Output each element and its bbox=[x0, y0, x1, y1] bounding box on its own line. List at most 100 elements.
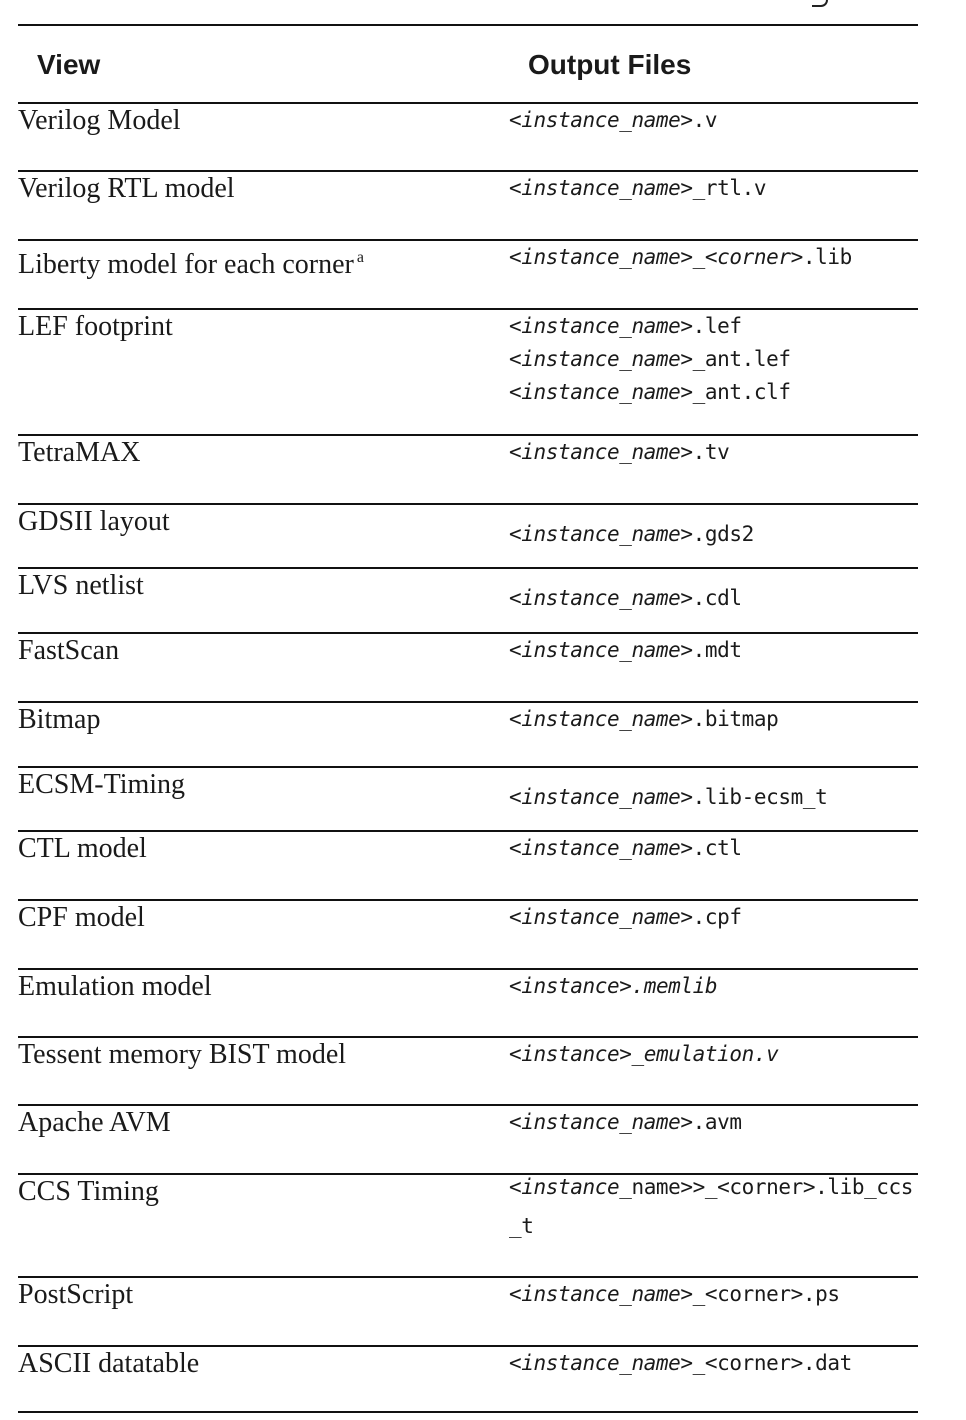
view-name: PostScript bbox=[18, 1279, 134, 1310]
output-files-cell: <instance_name>.cpf bbox=[509, 900, 918, 969]
output-file-name: <instance>_emulation.v bbox=[509, 1038, 918, 1071]
file-name-placeholder: instance_name bbox=[521, 245, 681, 269]
file-name-placeholder: instance bbox=[521, 1042, 620, 1066]
view-name: ECSM-Timing bbox=[18, 769, 186, 800]
output-files-column-header: Output Files bbox=[528, 49, 692, 80]
view-name: Liberty model for each corner bbox=[18, 249, 354, 280]
file-name-literal: < bbox=[509, 707, 522, 731]
output-file-name: <instance_name>.lef bbox=[509, 310, 918, 343]
file-name-placeholder: instance_name bbox=[521, 440, 681, 464]
view-name: Emulation model bbox=[18, 971, 212, 1002]
table-row: Tessent memory BIST model <instance>_emul… bbox=[18, 1037, 918, 1105]
table-row: Verilog Model <instance_name>.v bbox=[18, 103, 918, 171]
file-name-literal: < bbox=[509, 905, 522, 929]
file-name-literal: >.cdl bbox=[680, 586, 742, 610]
file-name-literal: < bbox=[509, 176, 522, 200]
output-file-name: <instance_name>.bitmap bbox=[509, 703, 918, 736]
file-name-literal: >.cpf bbox=[680, 905, 742, 929]
file-name-placeholder: instance_name bbox=[521, 1351, 681, 1375]
file-name-placeholder: instance_name bbox=[521, 314, 681, 338]
output-file-name: <instance_name>.lib-ecsm_t bbox=[509, 781, 918, 814]
view-name-cell: ECSM-Timing bbox=[18, 767, 509, 831]
view-name-cell: Bitmap bbox=[18, 702, 509, 767]
file-name-literal: < bbox=[509, 245, 522, 269]
file-name-placeholder: instance_name bbox=[521, 176, 681, 200]
output-file-name: <instance_name>>_<corner>.lib_ccs_t bbox=[509, 1168, 918, 1246]
output-files-cell: <instance_name>.v bbox=[509, 103, 918, 171]
file-name-placeholder: instance bbox=[521, 1175, 620, 1199]
view-name-cell: CTL model bbox=[18, 831, 509, 900]
table-row: Apache AVM <instance_name>.avm bbox=[18, 1105, 918, 1174]
file-name-literal: > bbox=[619, 974, 632, 998]
table-row: ASCII datatable <instance_name>_<corner>.… bbox=[18, 1346, 918, 1412]
file-name-literal: >.v bbox=[680, 108, 718, 132]
page-top-edge-glyph bbox=[812, 0, 828, 7]
file-name-literal: >_ant.clf bbox=[680, 380, 791, 404]
file-name-literal: < bbox=[509, 638, 522, 662]
output-file-name: <instance_name>_<corner>.lib bbox=[509, 241, 918, 274]
view-name: LEF footprint bbox=[18, 311, 173, 342]
view-name: Verilog Model bbox=[18, 105, 181, 136]
output-files-cell: <instance_name>>_<corner>.lib_ccs_t bbox=[509, 1174, 918, 1277]
view-name: CCS Timing bbox=[18, 1176, 159, 1207]
view-name: CTL model bbox=[18, 833, 147, 864]
view-name-cell: LEF footprint bbox=[18, 309, 509, 435]
output-files-cell: <instance_name>_<corner>.lib bbox=[509, 240, 918, 309]
view-column-header: View bbox=[37, 49, 101, 80]
file-name-literal: < bbox=[509, 785, 522, 809]
file-name-literal: >.gds2 bbox=[680, 522, 754, 546]
file-name-literal: > bbox=[619, 1042, 632, 1066]
file-name-placeholder: instance_name bbox=[521, 1110, 681, 1134]
file-name-literal: >.lib bbox=[790, 245, 853, 269]
table-row: Liberty model for each corner a <instance_… bbox=[18, 240, 918, 309]
file-name-literal: < bbox=[509, 1351, 522, 1375]
table-body: Verilog Model <instance_name>.v Verilog RT… bbox=[18, 103, 918, 1412]
view-name-cell: Verilog RTL model bbox=[18, 171, 509, 240]
file-name-literal: _name>>_<corner>.lib_ccs_t bbox=[509, 1175, 914, 1238]
file-name-placeholder: instance_name bbox=[521, 347, 681, 371]
view-name-cell: Verilog Model bbox=[18, 103, 509, 171]
view-name-cell: FastScan bbox=[18, 633, 509, 702]
file-name-placeholder: .memlib bbox=[631, 974, 718, 998]
output-file-name: <instance_name>.cdl bbox=[509, 582, 918, 615]
output-file-name: <instance_name>_<corner>.dat bbox=[509, 1347, 918, 1380]
footnote-marker: a bbox=[356, 249, 364, 266]
file-name-placeholder: instance_name bbox=[521, 905, 681, 929]
file-name-placeholder: instance_name bbox=[521, 380, 681, 404]
view-name-cell: PostScript bbox=[18, 1277, 509, 1346]
file-name-placeholder: instance_name bbox=[521, 108, 681, 132]
table-row: ECSM-Timing <instance_name>.lib-ecsm_t bbox=[18, 767, 918, 831]
view-name-cell: TetraMAX bbox=[18, 435, 509, 504]
output-files-cell: <instance_name>.cdl bbox=[509, 568, 918, 633]
table-row: CPF model <instance_name>.cpf bbox=[18, 900, 918, 969]
output-files-cell: <instance_name>.tv bbox=[509, 435, 918, 504]
file-name-literal: < bbox=[509, 440, 522, 464]
output-files-cell: <instance_name>.gds2 bbox=[509, 504, 918, 568]
output-file-name: <instance_name>.cpf bbox=[509, 901, 918, 934]
file-name-placeholder: instance_name bbox=[521, 785, 681, 809]
output-files-cell: <instance_name>_<corner>.ps bbox=[509, 1277, 918, 1346]
view-name-cell: CPF model bbox=[18, 900, 509, 969]
output-file-name: <instance_name>.v bbox=[509, 104, 918, 137]
table-row: Bitmap <instance_name>.bitmap bbox=[18, 702, 918, 767]
output-files-cell: <instance_name>.ctl bbox=[509, 831, 918, 900]
table-header-row: View Output Files bbox=[18, 25, 918, 103]
view-name: TetraMAX bbox=[18, 437, 141, 468]
output-files-cell: <instance_name>.avm bbox=[509, 1105, 918, 1174]
output-file-name: <instance_name>_ant.clf bbox=[509, 376, 918, 409]
view-name-cell: LVS netlist bbox=[18, 568, 509, 633]
view-name: Verilog RTL model bbox=[18, 173, 235, 204]
file-name-literal: < bbox=[509, 836, 522, 860]
view-name: FastScan bbox=[18, 635, 120, 666]
output-files-cell: <instance>.memlib bbox=[509, 969, 918, 1037]
file-name-literal: >.ctl bbox=[680, 836, 742, 860]
output-file-name: <instance>.memlib bbox=[509, 970, 918, 1003]
output-file-name: <instance_name>.mdt bbox=[509, 634, 918, 667]
output-file-name: <instance_name>_<corner>.ps bbox=[509, 1278, 918, 1311]
file-name-literal: < bbox=[509, 347, 522, 371]
output-files-cell: <instance_name>.bitmap bbox=[509, 702, 918, 767]
view-name: LVS netlist bbox=[18, 570, 144, 601]
output-files-cell: <instance_name>.lib-ecsm_t bbox=[509, 767, 918, 831]
file-name-literal: < bbox=[509, 380, 522, 404]
file-name-placeholder: instance bbox=[521, 974, 620, 998]
